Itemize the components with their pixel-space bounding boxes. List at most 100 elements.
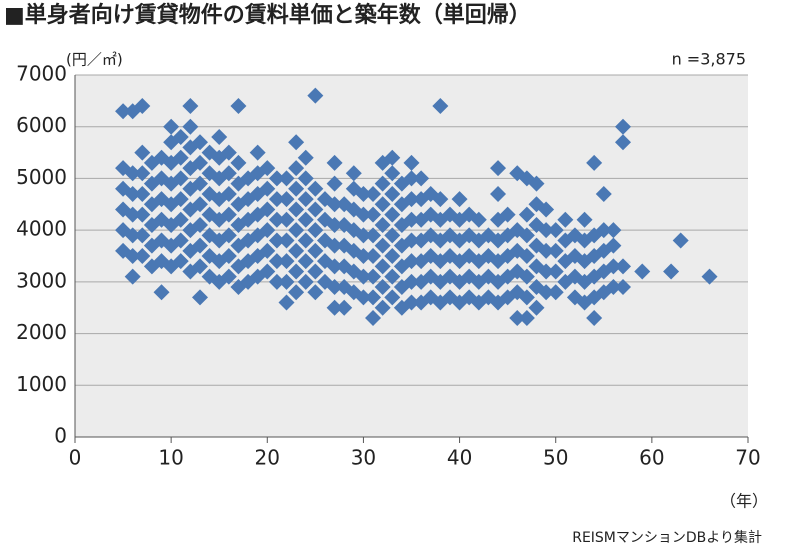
point xyxy=(259,201,276,218)
point xyxy=(191,237,208,254)
point xyxy=(538,201,555,218)
point xyxy=(672,232,689,249)
point xyxy=(403,170,420,187)
point xyxy=(191,258,208,275)
point xyxy=(499,227,516,244)
x-axis-label: （年） xyxy=(720,492,768,511)
point xyxy=(518,206,535,223)
point xyxy=(191,154,208,171)
y-tick-label: 2000 xyxy=(16,320,67,344)
point xyxy=(134,144,151,161)
point xyxy=(374,258,391,275)
point xyxy=(384,165,401,182)
point xyxy=(518,268,535,285)
point xyxy=(576,211,593,228)
point xyxy=(307,201,324,218)
point xyxy=(586,154,603,171)
point xyxy=(355,268,372,285)
point xyxy=(278,191,295,208)
x-tick-label: 40 xyxy=(447,446,472,470)
point xyxy=(547,222,564,239)
point xyxy=(172,253,189,270)
point xyxy=(528,175,545,192)
point xyxy=(259,263,276,280)
point xyxy=(538,242,555,259)
point xyxy=(259,222,276,239)
point xyxy=(605,279,622,296)
x-tick-label: 20 xyxy=(255,446,280,470)
point xyxy=(432,191,449,208)
point xyxy=(518,248,535,264)
point xyxy=(490,253,507,270)
y-tick-label: 3000 xyxy=(16,268,67,292)
point xyxy=(124,185,141,202)
point xyxy=(518,310,535,327)
point xyxy=(345,165,362,182)
point xyxy=(124,206,141,223)
point xyxy=(134,165,151,182)
point xyxy=(701,268,718,285)
point xyxy=(172,170,189,187)
point xyxy=(124,165,141,182)
point xyxy=(297,149,314,166)
point xyxy=(288,201,305,218)
point xyxy=(413,170,430,187)
point xyxy=(115,242,132,259)
point xyxy=(326,175,343,192)
point xyxy=(278,232,295,249)
y-tick-label: 5000 xyxy=(16,165,67,189)
point xyxy=(211,129,228,146)
points xyxy=(115,87,718,327)
point xyxy=(326,154,343,171)
point xyxy=(384,289,401,306)
point xyxy=(288,284,305,301)
point xyxy=(336,299,353,316)
point xyxy=(365,206,382,223)
point xyxy=(134,185,151,202)
point xyxy=(288,180,305,197)
point xyxy=(365,248,382,264)
point xyxy=(307,222,324,239)
point xyxy=(278,211,295,228)
point xyxy=(374,237,391,254)
point xyxy=(547,284,564,301)
y-axis-label: (円／㎡) xyxy=(66,51,123,69)
point xyxy=(518,227,535,244)
point xyxy=(451,191,468,208)
point xyxy=(403,294,420,311)
point xyxy=(297,170,314,187)
chart-title: ■単身者向け賃貸物件の賃料単価と築年数（単回帰） xyxy=(4,2,531,28)
point xyxy=(134,206,151,223)
point xyxy=(326,279,343,296)
point xyxy=(557,253,574,270)
point xyxy=(278,253,295,270)
point xyxy=(134,248,151,264)
point xyxy=(547,263,564,280)
y-tick-label: 7000 xyxy=(16,62,67,86)
point xyxy=(499,268,516,285)
point xyxy=(384,185,401,202)
point xyxy=(432,253,449,270)
point xyxy=(326,237,343,254)
point xyxy=(326,196,343,213)
point xyxy=(345,242,362,259)
point xyxy=(615,118,632,135)
point xyxy=(288,242,305,259)
point xyxy=(172,232,189,249)
point xyxy=(384,227,401,244)
point xyxy=(365,310,382,327)
point xyxy=(538,263,555,280)
point xyxy=(268,191,285,208)
y-tick-label: 6000 xyxy=(16,113,67,137)
point xyxy=(403,253,420,270)
point xyxy=(528,299,545,316)
point xyxy=(297,232,314,249)
point xyxy=(490,185,507,202)
point xyxy=(211,253,228,270)
point xyxy=(191,196,208,213)
point xyxy=(499,206,516,223)
point xyxy=(470,211,487,228)
point xyxy=(509,310,526,327)
point xyxy=(413,253,430,270)
